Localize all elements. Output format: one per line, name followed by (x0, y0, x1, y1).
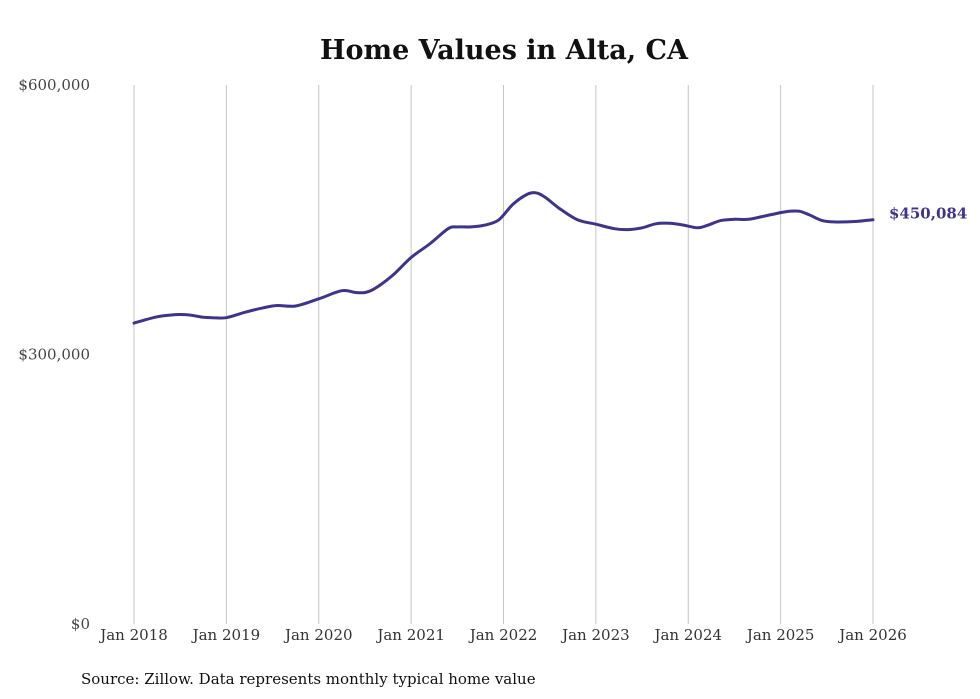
x-tick-label: Jan 2025 (745, 626, 815, 644)
x-tick-label: Jan 2023 (560, 626, 630, 644)
x-tick-label: Jan 2022 (468, 626, 538, 644)
x-tick-label: Jan 2021 (375, 626, 445, 644)
home-value-line (132, 191, 875, 325)
x-axis-tick-labels: Jan 2018 Jan 2019 Jan 2020 Jan 2021 Jan 2022… (98, 626, 907, 644)
x-tick-label: Jan 2018 (98, 626, 168, 644)
y-tick-label: $0 (71, 615, 90, 633)
latest-value-label: $450,084 (889, 205, 967, 223)
y-axis-tick-labels: $600,000 $300,000 $0 (18, 76, 90, 633)
y-tick-label: $600,000 (18, 76, 90, 94)
x-tick-label: Jan 2019 (191, 626, 261, 644)
vertical-gridlines (133, 85, 874, 624)
chart-title: Home Values in Alta, CA (320, 35, 689, 66)
x-tick-label: Jan 2026 (837, 626, 907, 644)
x-tick-label: Jan 2020 (283, 626, 353, 644)
y-tick-label: $300,000 (18, 346, 90, 364)
source-note: Source: Zillow. Data represents monthly … (81, 670, 536, 688)
x-tick-label: Jan 2024 (652, 626, 722, 644)
